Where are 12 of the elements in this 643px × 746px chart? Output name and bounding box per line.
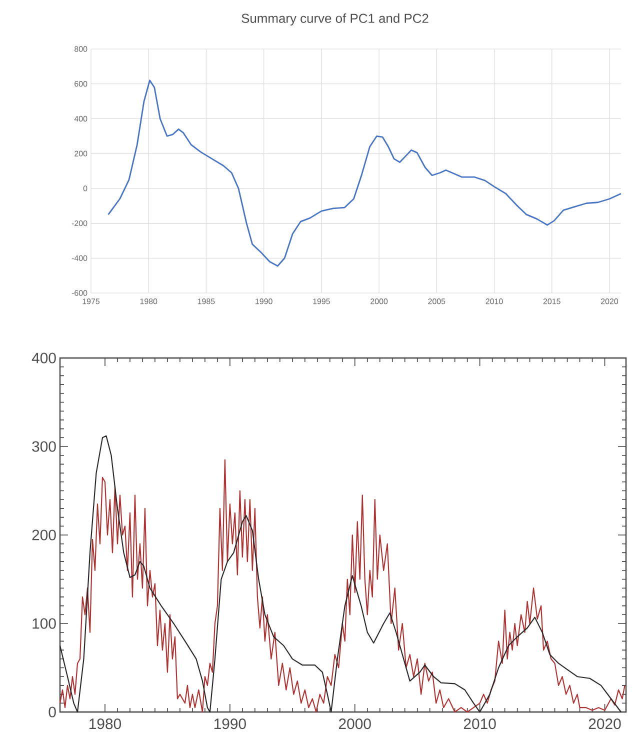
y-tick-label: 0 [48,706,56,718]
x-tick-label: 1990 [214,718,246,730]
x-tick-label: 2010 [464,718,496,730]
x-tick-label: 2000 [339,718,371,730]
chart-title: Summary curve of PC1 and PC2 [242,13,428,26]
y-tick-label: 400 [32,352,56,364]
line-series [108,80,622,267]
x-tick-label: 2020 [588,718,621,730]
y-tick-label: 100 [32,618,56,629]
y-tick-label: 300 [32,441,56,452]
y-tick-label: 200 [32,530,56,540]
x-tick-label: 1980 [90,718,122,730]
